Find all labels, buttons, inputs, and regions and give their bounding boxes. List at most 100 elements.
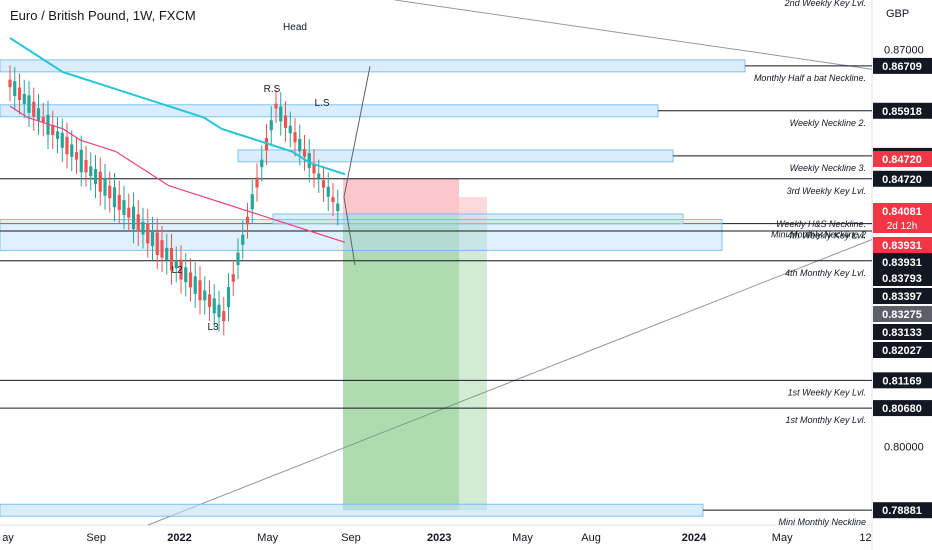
price-badge xyxy=(873,151,932,167)
price-badge xyxy=(873,324,932,340)
candle-body xyxy=(274,103,278,109)
candle-body xyxy=(141,221,145,235)
candle-body xyxy=(79,149,83,173)
candle-body xyxy=(212,298,216,314)
x-tick-label: May xyxy=(512,532,533,544)
level-zone xyxy=(0,59,746,73)
candle-body xyxy=(326,186,330,197)
projection-arrow xyxy=(343,66,371,198)
price-badge-subtext: 2d 12h xyxy=(887,221,918,232)
x-tick-label: 2022 xyxy=(167,532,191,544)
candle-body xyxy=(198,280,202,301)
candle-body xyxy=(84,159,88,173)
price-badge xyxy=(873,306,932,322)
level-badge xyxy=(873,102,932,119)
candle-body xyxy=(222,311,226,322)
candle-body xyxy=(188,272,193,288)
price-badge-text: 0.84720 xyxy=(882,154,922,166)
stop-zone xyxy=(343,178,459,216)
candle-body xyxy=(217,304,221,318)
level-badge-text: 0.78881 xyxy=(882,505,922,517)
level-badge xyxy=(873,502,932,519)
price-badge-text: 0.82027 xyxy=(882,345,922,357)
candle-body xyxy=(184,267,188,283)
extra-label: Mini Monthly Neckline 2 xyxy=(771,229,866,239)
candle-body xyxy=(98,171,102,192)
candle-body xyxy=(70,144,74,157)
candle-body xyxy=(93,169,98,185)
level-badge-text: 0.84720 xyxy=(882,174,922,186)
candle-body xyxy=(174,260,178,269)
chart-annotation: Head xyxy=(283,22,307,33)
candle-body xyxy=(122,200,126,216)
candle-body xyxy=(293,132,297,143)
candle-body xyxy=(255,177,259,188)
candle-body xyxy=(193,276,197,294)
level-label: Mini Monthly Neckline xyxy=(778,517,866,527)
candle-body xyxy=(103,178,107,196)
candle-body xyxy=(279,106,283,122)
candle-body xyxy=(260,159,264,168)
level-badge-text: 0.86709 xyxy=(882,61,922,73)
chart-title: Euro / British Pound, 1W, FXCM xyxy=(10,8,196,23)
x-tick-label: Sep xyxy=(86,532,106,544)
price-badge xyxy=(873,288,932,304)
candle-body xyxy=(321,180,326,188)
price-badge xyxy=(873,203,932,233)
currency-label: GBP xyxy=(886,8,910,20)
price-badge-text: 0.83793 xyxy=(882,273,922,285)
chart-annotation: L2 xyxy=(171,265,183,276)
price-badge-text: 0.84081 xyxy=(882,206,922,218)
candle-body xyxy=(27,95,31,113)
extra-label: Weekly H&S Neckline. xyxy=(776,219,866,229)
candle-body xyxy=(13,81,17,97)
chart-annotation: L3 xyxy=(207,322,219,333)
price-badge xyxy=(873,237,932,253)
candle-body xyxy=(250,194,254,210)
projection-arrow xyxy=(343,196,356,266)
level-label: Monthly Half a bat Neckline. xyxy=(754,73,866,83)
extra-label: 2nd Weekly Key Lvl. xyxy=(784,0,866,8)
candle-body xyxy=(117,194,121,210)
candle-body xyxy=(41,117,45,123)
level-label: 4th Monthly Key Lvl. xyxy=(785,268,866,278)
level-badge-text: 0.85918 xyxy=(882,106,922,118)
x-tick-label: 2024 xyxy=(682,532,707,544)
candle-body xyxy=(55,131,60,139)
candle-body xyxy=(207,294,212,307)
candle-body xyxy=(317,173,321,179)
candle-body xyxy=(312,163,316,174)
level-label: 1st Monthly Key Lvl. xyxy=(785,415,866,425)
candle-body xyxy=(269,120,273,131)
candle-body xyxy=(179,259,183,280)
price-badge xyxy=(873,254,932,270)
candle-body xyxy=(165,247,169,261)
target-zone-2 xyxy=(459,223,487,511)
x-tick-label: ay xyxy=(2,532,14,544)
candle-body xyxy=(245,216,250,225)
candle-body xyxy=(203,290,207,301)
x-tick-label: Sep xyxy=(341,532,361,544)
candle-body xyxy=(298,138,302,152)
candle-body xyxy=(241,234,245,245)
price-badge-text: 0.83275 xyxy=(882,309,922,321)
candle-body xyxy=(231,274,235,282)
trendline-upper xyxy=(394,0,873,70)
candle-body xyxy=(283,115,288,128)
level-label: 4th Weekly Key Lvl. xyxy=(787,231,866,241)
candle-body xyxy=(112,187,117,208)
trendline-lower xyxy=(147,239,873,526)
price-badge-text: 0.83931 xyxy=(882,257,922,269)
ma-fast xyxy=(9,105,346,243)
candle-body xyxy=(226,287,231,308)
level-badge xyxy=(873,372,932,389)
candle-body xyxy=(146,223,150,244)
chart-annotation: L.S xyxy=(314,98,329,109)
candle-body xyxy=(136,214,140,232)
candle-body xyxy=(65,136,69,155)
y-tick-label: 0.80000 xyxy=(884,442,924,454)
price-badge-text: 0.83931 xyxy=(882,240,922,252)
candle-body xyxy=(236,252,240,266)
candle-body xyxy=(160,240,164,258)
